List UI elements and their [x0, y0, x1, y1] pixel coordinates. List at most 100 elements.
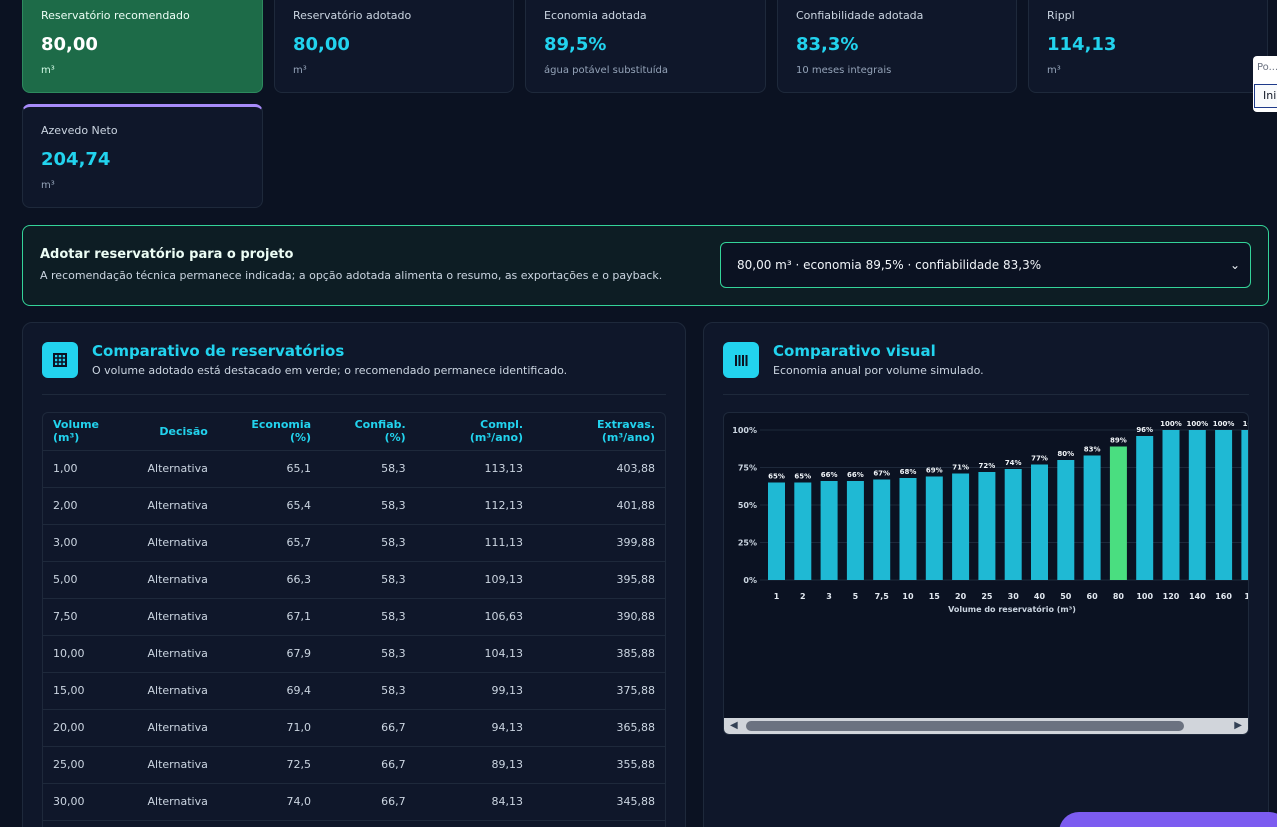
bar	[952, 473, 970, 580]
bar	[1215, 430, 1233, 580]
bar	[1162, 430, 1180, 580]
bar-value-label: 80%	[1057, 450, 1074, 458]
kpi-label: Rippl	[1047, 9, 1075, 22]
table-cell: Alternativa	[137, 561, 218, 599]
table-cell: 65,7	[217, 524, 322, 562]
scroll-left-arrow-icon[interactable]: ◀	[730, 720, 738, 731]
x-tick-label: 50	[1060, 592, 1072, 601]
chart-horizontal-scrollbar[interactable]: ◀ ▶	[724, 718, 1248, 734]
table-cell: Alternativa	[137, 635, 218, 673]
table-cell: Alternativa	[137, 598, 218, 636]
kpi-label: Economia adotada	[544, 9, 647, 22]
comparison-table-wrapper[interactable]: Volume (m³) Decisão Economia (%) Confiab. (…	[42, 412, 666, 827]
table-cell: 74,0	[217, 783, 322, 821]
table-icon	[42, 342, 78, 378]
kpi-card-azevedo-neto: Azevedo Neto 204,74 m³	[22, 104, 263, 208]
reservoir-select-value: 80,00 m³ · economia 89,5% · confiabilida…	[737, 258, 1042, 272]
x-tick-label: 100	[1136, 592, 1153, 601]
bar	[925, 476, 943, 580]
table-cell: Alternativa	[137, 450, 218, 488]
panel-title: Comparativo visual	[773, 342, 936, 360]
bar	[978, 472, 996, 580]
scroll-right-arrow-icon[interactable]: ▶	[1234, 720, 1242, 731]
x-tick-label: 30	[1008, 592, 1020, 601]
table-row: 1,00 Alternativa 65,1 58,3 113,13 403,88	[43, 450, 665, 488]
bar	[1109, 446, 1127, 580]
table-cell: 69,4	[217, 672, 322, 710]
table-row: 15,00 Alternativa 69,4 58,3 99,13 375,88	[43, 672, 665, 710]
x-tick-label: 5	[853, 592, 859, 601]
table-cell: 113,13	[415, 450, 534, 488]
adopt-reservoir-section: Adotar reservatório para o projeto A rec…	[22, 225, 1269, 306]
bar	[846, 481, 864, 580]
table-row: 5,00 Alternativa 66,3 58,3 109,13 395,88	[43, 561, 665, 599]
table-cell: 106,63	[415, 598, 534, 636]
bar	[873, 479, 891, 580]
table-cell: 2,00	[43, 487, 138, 525]
x-tick-label: 15	[929, 592, 941, 601]
table-cell: 401,88	[533, 487, 665, 525]
table-cell: 67,1	[217, 598, 322, 636]
table-row: 20,00 Alternativa 71,0 66,7 94,13 365,88	[43, 709, 665, 747]
kpi-value: 114,13	[1047, 34, 1117, 55]
x-tick-label: 60	[1087, 592, 1099, 601]
bar	[1004, 469, 1022, 580]
table-cell: Alternativa	[137, 524, 218, 562]
y-tick-label: 75%	[738, 464, 757, 473]
panel-title: Comparativo de reservatórios	[92, 342, 345, 360]
y-tick-label: 0%	[743, 576, 757, 585]
column-header: Extravas. (m³/ano)	[533, 413, 665, 451]
table-cell: 20,00	[43, 709, 138, 747]
bar-chart-icon	[723, 342, 759, 378]
scroll-thumb[interactable]	[746, 721, 1184, 731]
x-tick-label: 7,5	[875, 592, 890, 601]
bar	[899, 478, 917, 580]
kpi-label: Azevedo Neto	[41, 124, 118, 137]
column-header: Decisão	[137, 413, 218, 451]
bar-value-label: 66%	[847, 471, 864, 479]
table-cell: 65,1	[217, 450, 322, 488]
table-cell: 58,3	[321, 487, 416, 525]
kpi-card-reliability: Confiabilidade adotada 83,3% 10 meses in…	[777, 0, 1017, 93]
table-cell: 399,88	[533, 524, 665, 562]
table-cell: Alternativa	[137, 487, 218, 525]
bar-value-label: 100%	[1160, 420, 1182, 428]
adopt-title: Adotar reservatório para o projeto	[40, 247, 294, 262]
column-header: Confiab. (%)	[321, 413, 416, 451]
bar	[1136, 436, 1154, 580]
bar-value-label: 69%	[926, 467, 943, 475]
side-start-button[interactable]: Ini	[1254, 84, 1277, 108]
table-cell: 30,00	[43, 783, 138, 821]
bar-value-label: 100	[1243, 420, 1249, 428]
kpi-unit: m³	[41, 65, 55, 76]
kpi-label: Reservatório adotado	[293, 9, 412, 22]
bar-value-label: 100%	[1186, 420, 1208, 428]
x-axis-label: Volume do reservatório (m³)	[948, 604, 1076, 614]
table-cell: 65,4	[217, 487, 322, 525]
kpi-unit: água potável substituída	[544, 65, 668, 76]
bar	[794, 482, 812, 580]
bar	[768, 482, 785, 580]
table-row: 25,00 Alternativa 72,5 66,7 89,13 355,88	[43, 746, 665, 784]
kpi-unit: m³	[1047, 65, 1061, 76]
divider	[42, 394, 666, 395]
bar-value-label: 65%	[768, 473, 785, 481]
kpi-value: 80,00	[293, 34, 350, 55]
bar	[820, 481, 838, 580]
bar-value-label: 100%	[1213, 420, 1235, 428]
table-cell: 58,3	[321, 561, 416, 599]
side-search-input[interactable]: Po...	[1257, 62, 1277, 73]
bar-value-label: 66%	[821, 471, 838, 479]
floating-action-button[interactable]	[1059, 812, 1277, 827]
table-cell: 15,00	[43, 672, 138, 710]
table-cell: 10,00	[43, 635, 138, 673]
reservoir-select[interactable]: 80,00 m³ · economia 89,5% · confiabilida…	[720, 242, 1251, 288]
x-tick-label: 3	[826, 592, 832, 601]
table-cell: 25,00	[43, 746, 138, 784]
bar-value-label: 77%	[1031, 455, 1048, 463]
column-header: Economia (%)	[217, 413, 322, 451]
table-cell: 58,3	[321, 672, 416, 710]
panel-subtitle: O volume adotado está destacado em verde…	[92, 364, 568, 377]
table-cell: 89,13	[415, 746, 534, 784]
table-cell: 390,88	[533, 598, 665, 636]
